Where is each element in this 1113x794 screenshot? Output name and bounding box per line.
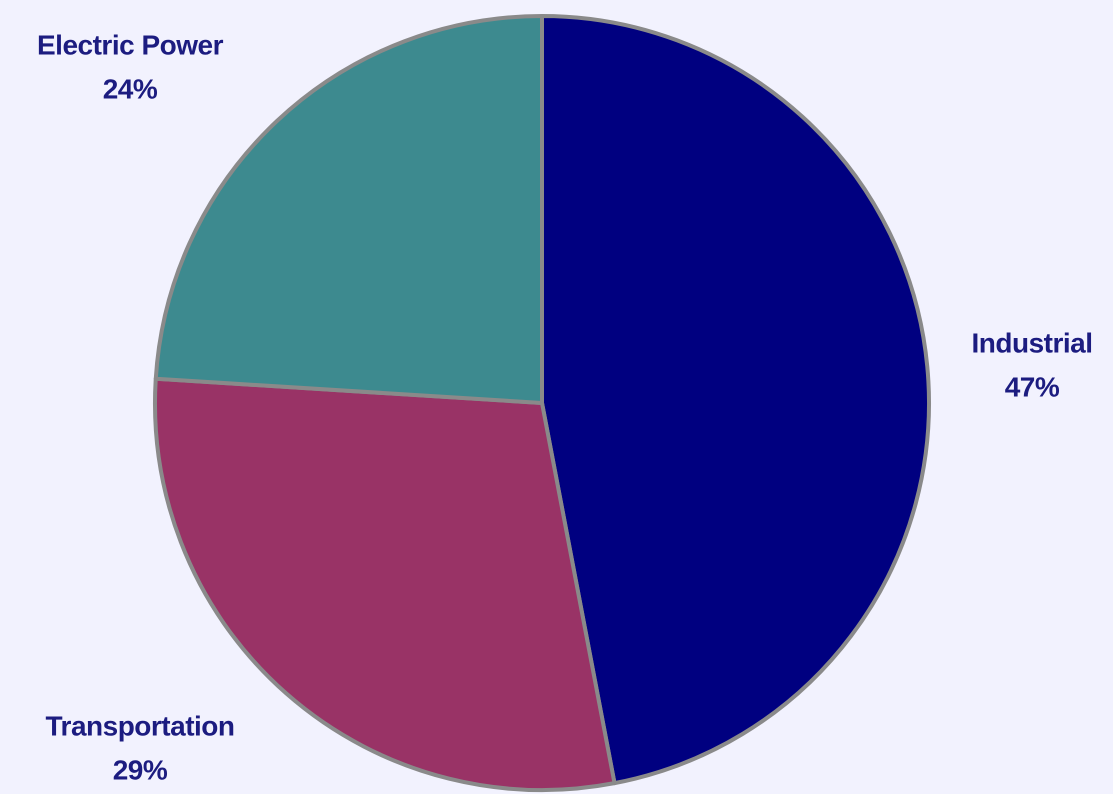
slice-label: Transportation <box>45 710 234 741</box>
pie-slice <box>540 14 931 786</box>
pie-slice <box>153 376 617 792</box>
slice-value-label: 29% <box>113 754 168 785</box>
slice-label: Electric Power <box>37 29 224 60</box>
pie-slice <box>153 14 544 405</box>
slice-label: Industrial <box>971 327 1092 358</box>
slice-value-label: 24% <box>103 73 158 104</box>
slice-value-label: 47% <box>1005 371 1060 402</box>
